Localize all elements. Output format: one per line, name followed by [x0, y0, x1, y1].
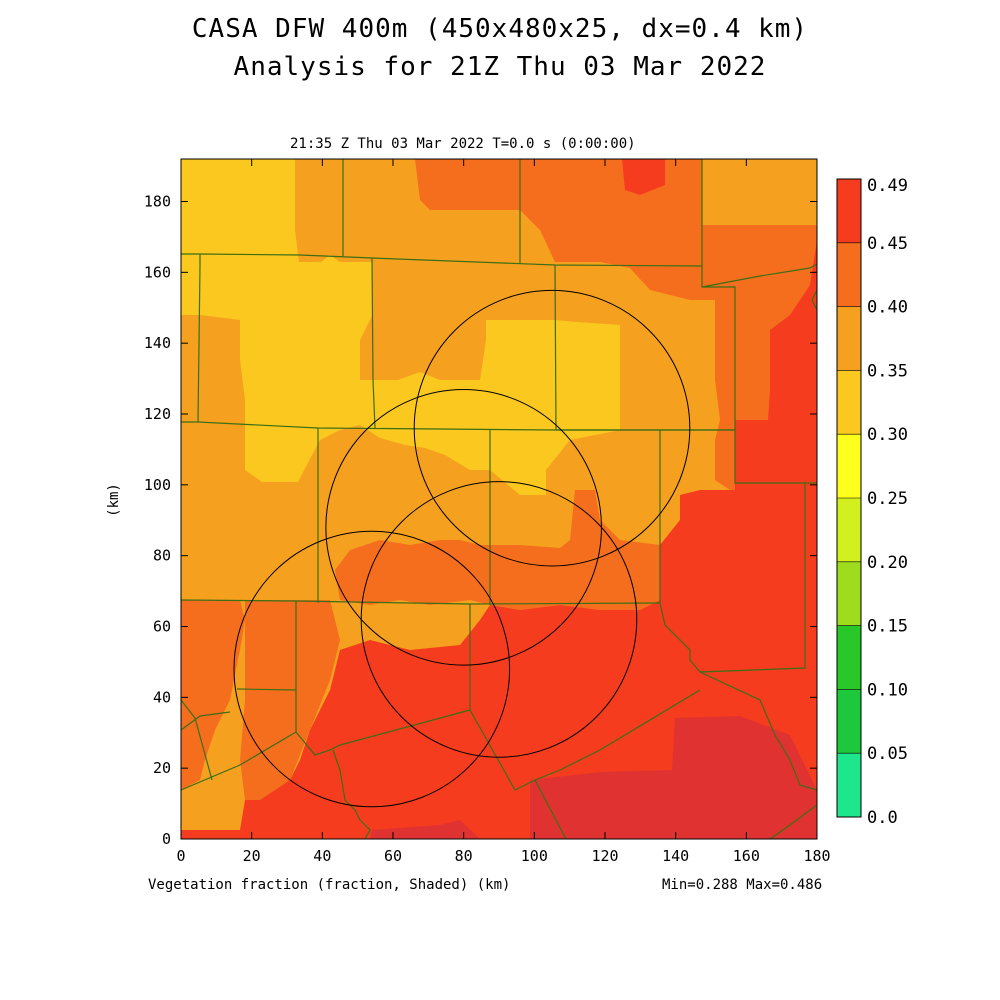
y-tick-label: 120 — [144, 405, 171, 423]
colorbar-label: 0.30 — [867, 425, 908, 445]
colorbar-swatch — [837, 625, 861, 690]
min-max-label: Min=0.288 Max=0.486 — [662, 877, 823, 893]
region-025-north — [500, 320, 620, 430]
colorbar-swatch — [837, 434, 861, 498]
radar-rings — [233, 289, 691, 808]
colorbar-label: 0.15 — [867, 617, 908, 637]
colorbar-label: 0.35 — [867, 361, 908, 381]
y-tick-label: 40 — [153, 688, 171, 706]
axes: 0 20 40 60 80 100 120 140 160 180 0 20 40 60 80 100 120 1… — [144, 159, 831, 865]
region-045-southwest — [370, 820, 480, 839]
region-035-southwest — [181, 600, 245, 790]
x-tick-label: 60 — [384, 847, 402, 865]
colorbar-label: 0.05 — [867, 744, 908, 764]
radar-ring — [233, 530, 511, 808]
region-040-northeast — [622, 159, 665, 195]
x-tick-label: 160 — [733, 847, 760, 865]
y-axis-label: (km) — [106, 483, 122, 517]
x-tick-label: 80 — [455, 847, 473, 865]
x-tick-label: 120 — [591, 847, 618, 865]
y-tick-label: 160 — [144, 263, 171, 281]
x-tick-label: 0 — [176, 847, 185, 865]
colorbar-swatch — [837, 306, 861, 371]
colorbar-label: 0.20 — [867, 553, 908, 573]
colorbar-swatch — [837, 498, 861, 562]
colorbar-swatch — [837, 561, 861, 626]
radar-ring — [360, 481, 638, 758]
colorbar-swatch — [837, 753, 861, 817]
y-tick-label: 140 — [144, 334, 171, 352]
colorbar-swatch — [837, 242, 861, 307]
x-tick-label: 140 — [662, 847, 689, 865]
y-tick-label: 60 — [153, 618, 171, 636]
valid-time-label: 21:35 Z Thu 03 Mar 2022 T=0.0 s (0:00:00… — [290, 136, 636, 152]
y-tick-label: 0 — [162, 830, 171, 848]
colorbar-swatch — [837, 370, 861, 435]
region-035-central — [335, 490, 660, 610]
y-tick-label: 20 — [153, 759, 171, 777]
vegetation-field — [181, 159, 817, 839]
colorbar-label: 0.0 — [867, 808, 898, 828]
region-035-north — [415, 159, 720, 300]
region-025-west — [181, 159, 620, 495]
colorbar-swatch — [837, 179, 861, 243]
map-subtitle: Analysis for 21Z Thu 03 Mar 2022 — [233, 52, 767, 82]
y-tick-label: 80 — [153, 547, 171, 565]
field-label: Vegetation fraction (fraction, Shaded) (… — [148, 877, 511, 893]
radar-ring — [413, 289, 691, 567]
x-tick-label: 100 — [521, 847, 548, 865]
colorbar-label: 0.40 — [867, 298, 908, 318]
y-tick-label: 180 — [144, 193, 171, 211]
x-tick-label: 180 — [803, 847, 830, 865]
region-040-south — [181, 240, 817, 839]
colorbar-label: 0.49 — [867, 176, 908, 196]
x-tick-label: 20 — [243, 847, 261, 865]
x-tick-label: 40 — [313, 847, 331, 865]
colorbar-label: 0.25 — [867, 489, 908, 509]
colorbar-swatch — [837, 689, 861, 754]
colorbar-label: 0.45 — [867, 234, 908, 254]
colorbar: 0.0 0.05 0.10 0.15 0.20 0.25 0.30 0.35 0.40 0.45 0… — [836, 176, 908, 828]
plot-frame — [180, 158, 818, 840]
y-tick-label: 100 — [144, 476, 171, 494]
colorbar-label: 0.10 — [867, 680, 908, 700]
region-045-south — [530, 716, 817, 839]
map-title: CASA DFW 400m (450x480x25, dx=0.4 km) — [191, 14, 809, 44]
county-boundaries — [181, 159, 817, 839]
